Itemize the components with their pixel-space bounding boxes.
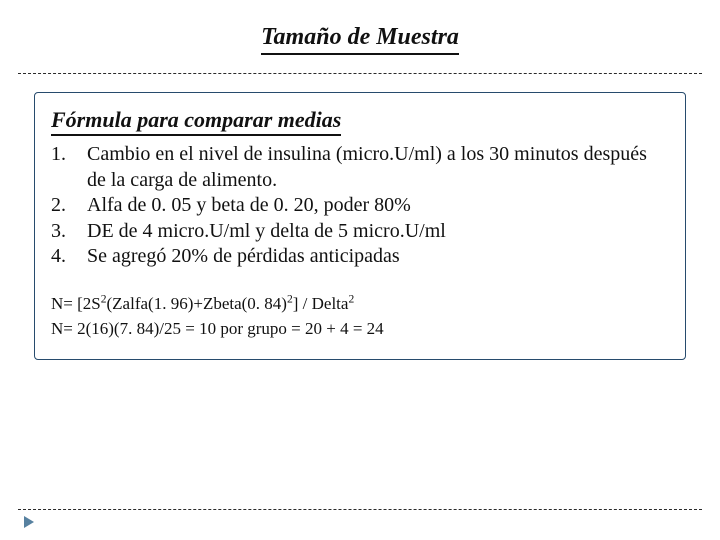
list-text: Cambio en el nivel de insulina (micro.U/… xyxy=(87,142,667,193)
list-number: 4. xyxy=(51,244,87,270)
list-number: 3. xyxy=(51,219,87,245)
formula-part: N= [2S xyxy=(51,294,101,313)
formula-block: N= [2S2(Zalfa(1. 96)+Zbeta(0. 84)2] / De… xyxy=(51,292,667,341)
formula-line-1: N= [2S2(Zalfa(1. 96)+Zbeta(0. 84)2] / De… xyxy=(51,292,667,317)
list-text: Alfa de 0. 05 y beta de 0. 20, poder 80% xyxy=(87,193,667,219)
divider-bottom xyxy=(18,509,702,510)
formula-line-2: N= 2(16)(7. 84)/25 = 10 por grupo = 20 +… xyxy=(51,317,667,342)
list-number: 2. xyxy=(51,193,87,219)
list-text: Se agregó 20% de pérdidas anticipadas xyxy=(87,244,667,270)
content-box: Fórmula para comparar medias 1. Cambio e… xyxy=(34,92,686,360)
subtitle-row: Fórmula para comparar medias xyxy=(51,107,667,140)
slide: Tamaño de Muestra Fórmula para comparar … xyxy=(0,0,720,540)
list-item: 2. Alfa de 0. 05 y beta de 0. 20, poder … xyxy=(51,193,667,219)
page-title: Tamaño de Muestra xyxy=(261,24,459,55)
title-row: Tamaño de Muestra xyxy=(18,24,702,55)
formula-part: (Zalfa(1. 96)+Zbeta(0. 84) xyxy=(107,294,287,313)
formula-sup: 2 xyxy=(348,292,354,305)
list-item: 1. Cambio en el nivel de insulina (micro… xyxy=(51,142,667,193)
list-number: 1. xyxy=(51,142,87,193)
list-item: 4. Se agregó 20% de pérdidas anticipadas xyxy=(51,244,667,270)
list-item: 3. DE de 4 micro.U/ml y delta de 5 micro… xyxy=(51,219,667,245)
divider-top xyxy=(18,73,702,74)
formula-part: ] / Delta xyxy=(293,294,349,313)
numbered-list: 1. Cambio en el nivel de insulina (micro… xyxy=(51,142,667,270)
triangle-marker-icon xyxy=(24,516,34,528)
list-text: DE de 4 micro.U/ml y delta de 5 micro.U/… xyxy=(87,219,667,245)
subtitle: Fórmula para comparar medias xyxy=(51,107,341,136)
footer xyxy=(18,509,702,510)
